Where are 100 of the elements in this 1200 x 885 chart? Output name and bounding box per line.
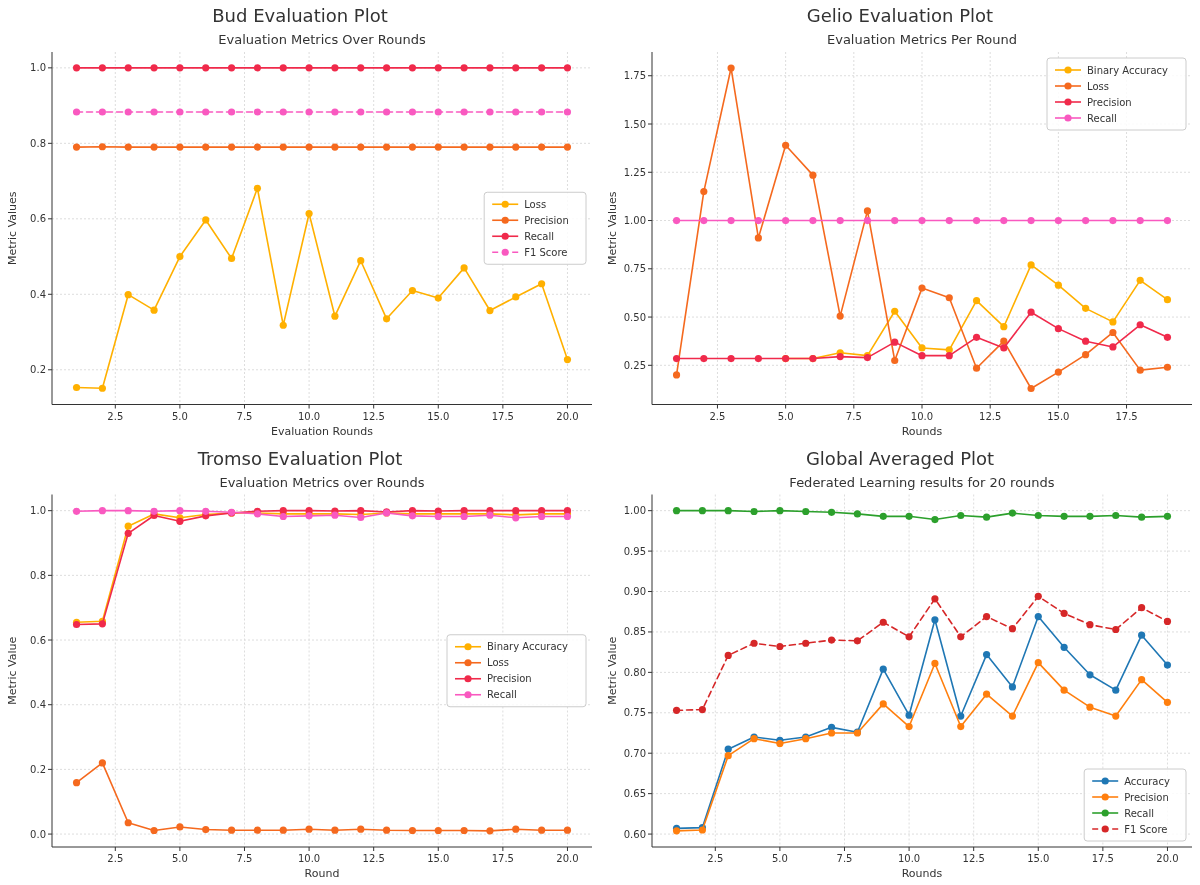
point [357, 143, 365, 151]
point [700, 216, 708, 225]
y-tick-label: 1.00 [623, 505, 646, 517]
point [827, 636, 836, 644]
point [1082, 351, 1090, 359]
point [1138, 513, 1146, 521]
point [724, 752, 732, 760]
point [434, 826, 442, 835]
point [227, 826, 236, 834]
point [672, 371, 681, 379]
point [1112, 511, 1120, 520]
y-axis-title: Metric Values [606, 191, 619, 266]
point [750, 507, 758, 516]
point [957, 633, 965, 641]
point [460, 108, 468, 116]
point [253, 184, 262, 192]
x-tick-label: 7.5 [836, 853, 853, 864]
point [72, 383, 81, 392]
point [957, 712, 965, 720]
point [1112, 712, 1120, 720]
point [1054, 325, 1062, 333]
point [836, 312, 844, 320]
point [357, 825, 365, 833]
point [538, 64, 546, 72]
point [124, 529, 132, 537]
point [1027, 308, 1035, 316]
point [1027, 261, 1035, 269]
legend-label: Precision [487, 673, 532, 685]
y-tick-label: 1.50 [623, 118, 646, 130]
point [700, 187, 708, 196]
point [150, 64, 158, 72]
point [331, 108, 339, 116]
point [1163, 363, 1172, 371]
y-axis-title: Metric Value [6, 636, 19, 705]
x-tick-label: 7.5 [236, 410, 253, 422]
point [124, 64, 132, 72]
chart-title: Bud Evaluation Plot [212, 5, 388, 26]
y-tick-label: 0.8 [30, 137, 46, 149]
point [1034, 612, 1042, 621]
point [150, 826, 158, 835]
point [776, 642, 784, 651]
point [1000, 337, 1008, 345]
point [905, 512, 913, 520]
point [754, 216, 762, 225]
point [512, 108, 520, 116]
point [486, 306, 494, 315]
point [879, 618, 887, 626]
chart-title: Global Averaged Plot [805, 447, 995, 469]
point [202, 64, 210, 72]
y-tick-label: 1.00 [623, 215, 646, 227]
point [1163, 512, 1172, 520]
point [124, 108, 132, 116]
point [305, 143, 313, 151]
point [1082, 337, 1090, 345]
x-tick-label: 15.0 [1027, 853, 1050, 864]
point [1054, 368, 1062, 376]
point [1136, 216, 1144, 225]
point [727, 216, 735, 225]
point [698, 507, 706, 515]
point [563, 143, 572, 151]
point [331, 143, 339, 151]
point [1163, 333, 1172, 341]
point [176, 108, 184, 116]
x-tick-label: 2.5 [709, 410, 726, 422]
point [891, 338, 899, 346]
chart-title: Tromso Evaluation Plot [196, 447, 403, 469]
point [98, 759, 106, 767]
point [253, 64, 262, 72]
x-tick-label: 20.0 [556, 853, 579, 864]
point [357, 64, 365, 72]
legend-label: Recall [487, 689, 517, 701]
point [802, 507, 810, 516]
point [1086, 621, 1094, 629]
point [538, 143, 546, 151]
x-tick-label: 10.0 [897, 853, 921, 864]
point [538, 108, 546, 116]
point [279, 321, 287, 329]
y-tick-label: 0.50 [623, 311, 646, 323]
point [945, 216, 953, 225]
point [1163, 216, 1172, 225]
point [279, 826, 287, 834]
point [1086, 703, 1094, 711]
point [72, 108, 81, 116]
point [750, 639, 758, 647]
point [150, 306, 158, 314]
legend-label: Recall [1124, 807, 1155, 819]
point [918, 344, 926, 352]
point [827, 723, 836, 731]
legend-label: F1 Score [524, 246, 568, 258]
chart-subtitle: Evaluation Metrics Per Round [826, 32, 1018, 47]
y-tick-label: 0.95 [623, 545, 646, 557]
point [408, 286, 417, 295]
point [538, 280, 546, 288]
point [1163, 698, 1172, 706]
point [982, 513, 991, 521]
legend-label: Recall [524, 230, 555, 242]
point [227, 64, 236, 72]
y-tick-label: 0.25 [623, 359, 646, 371]
point [879, 665, 887, 673]
point [227, 143, 236, 151]
